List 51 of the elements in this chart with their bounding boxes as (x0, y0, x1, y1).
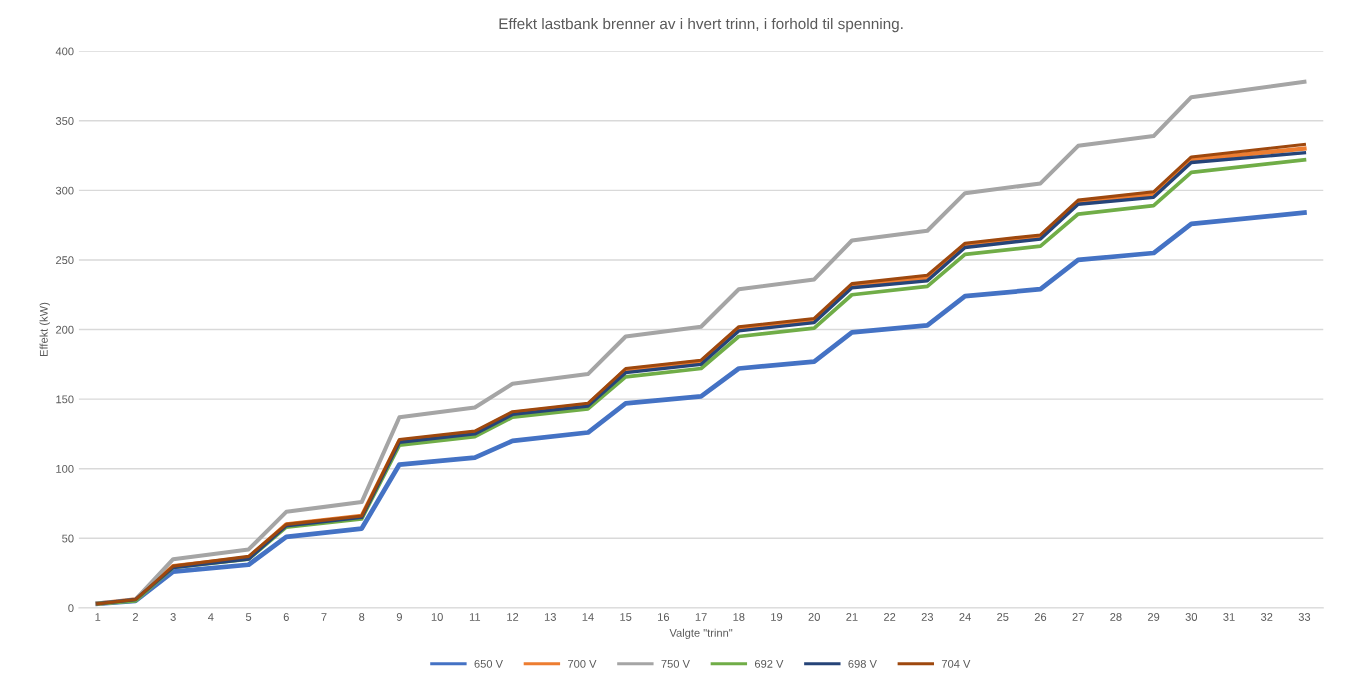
x-tick-label: 29 (1147, 613, 1160, 621)
x-tick-label: 7 (321, 613, 327, 621)
x-tick-label: 24 (959, 613, 971, 621)
chart-title: Effekt lastbank brenner av i hvert trinn, i forhold til spenning. (499, 17, 903, 33)
y-tick-label: 150 (56, 395, 74, 404)
x-tick-label: 31 (1223, 613, 1235, 621)
y-tick-label: 400 (55, 47, 74, 56)
x-tick-label: 13 (544, 613, 556, 621)
x-tick-label: 15 (620, 613, 632, 621)
y-tick-label: 350 (55, 117, 74, 125)
x-tick-label: 33 (1298, 613, 1311, 621)
x-tick-label: 9 (396, 613, 402, 621)
x-tick-label: 4 (208, 613, 214, 621)
x-tick-label: 27 (1072, 613, 1084, 621)
legend-label: 704 V (941, 659, 971, 668)
x-tick-label: 25 (997, 613, 1009, 621)
x-tick-label: 1 (95, 613, 101, 621)
x-tick-label: 2 (132, 613, 138, 621)
y-tick-label: 200 (56, 325, 74, 334)
x-tick-label: 3 (170, 613, 176, 621)
legend-label: 700 V (568, 659, 597, 668)
legend-label: 692 V (754, 659, 784, 668)
x-tick-label: 6 (283, 613, 289, 621)
x-tick-label: 18 (733, 613, 745, 621)
legend-label: 750 V (661, 659, 690, 668)
x-tick-label: 12 (507, 613, 519, 621)
x-tick-label: 20 (808, 613, 820, 621)
x-tick-label: 23 (921, 613, 934, 621)
x-axis-title: Valgte "trinn" (669, 628, 733, 639)
y-axis-title: Effekt (kW) (39, 302, 50, 357)
legend-label: 650 V (474, 659, 503, 668)
y-tick-label: 0 (68, 604, 74, 613)
x-tick-label: 22 (884, 613, 896, 621)
x-tick-label: 28 (1110, 613, 1122, 621)
x-tick-label: 8 (359, 613, 365, 621)
legend-label: 698 V (848, 659, 877, 668)
x-tick-label: 32 (1260, 613, 1273, 621)
x-tick-label: 10 (431, 613, 443, 621)
y-tick-label: 250 (56, 256, 74, 265)
x-tick-label: 17 (695, 613, 707, 621)
x-tick-label: 5 (245, 613, 252, 621)
x-tick-label: 19 (771, 613, 783, 621)
y-tick-label: 300 (55, 186, 74, 195)
x-tick-label: 11 (469, 613, 481, 621)
x-tick-label: 21 (846, 613, 858, 621)
x-tick-label: 30 (1185, 613, 1198, 621)
x-tick-label: 16 (658, 613, 670, 621)
x-tick-label: 26 (1034, 613, 1047, 621)
y-tick-label: 50 (62, 534, 74, 543)
y-tick-label: 100 (56, 464, 74, 473)
x-tick-label: 14 (582, 613, 594, 621)
